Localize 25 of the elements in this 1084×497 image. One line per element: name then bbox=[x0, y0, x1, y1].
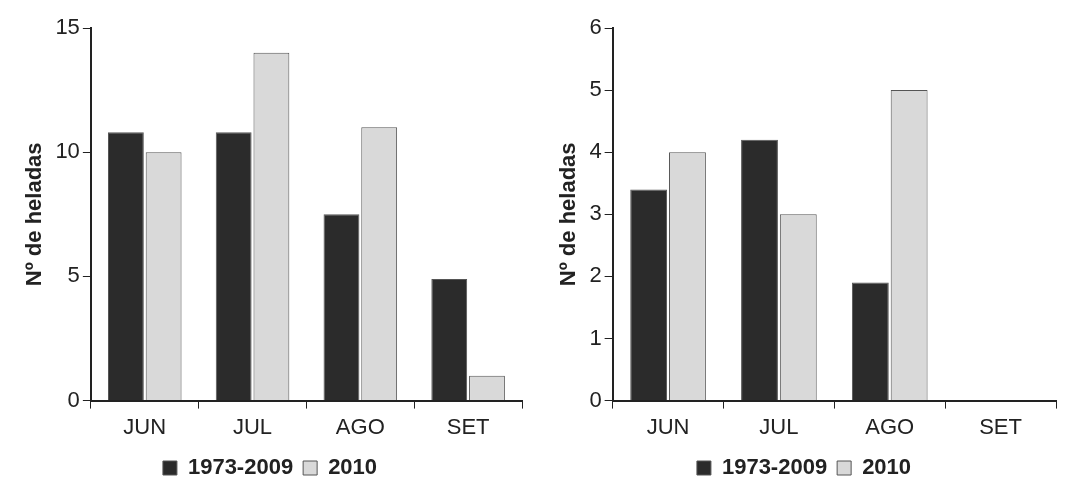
y-tick-label: 1 bbox=[589, 324, 602, 350]
legend-label: 2010 bbox=[862, 454, 912, 480]
y-axis-title: Nº de heladas bbox=[555, 142, 581, 287]
x-tick-label: JUN bbox=[123, 413, 167, 439]
y-tick-label: 4 bbox=[589, 138, 602, 164]
x-tick-label: AGO bbox=[335, 413, 385, 439]
y-tick-label: 0 bbox=[67, 386, 80, 412]
x-tick-label: JUN bbox=[646, 413, 690, 439]
x-tick-label: JUL bbox=[232, 413, 273, 439]
x-tick-label: SET bbox=[446, 413, 490, 439]
y-tick-label: 5 bbox=[589, 76, 602, 102]
y-tick-label: 10 bbox=[55, 138, 80, 164]
legend-label: 1973-2009 bbox=[187, 454, 294, 480]
y-tick-label: 2 bbox=[589, 262, 602, 288]
x-tick-label: JUL bbox=[759, 413, 799, 439]
y-tick-label: 5 bbox=[67, 262, 80, 288]
y-tick-label: 3 bbox=[589, 200, 602, 226]
y-tick-label: 0 bbox=[589, 386, 602, 412]
legend-label: 2010 bbox=[328, 454, 378, 480]
y-tick-label: 6 bbox=[589, 14, 602, 40]
x-tick-label: AGO bbox=[865, 413, 915, 439]
x-tick-label: SET bbox=[979, 413, 1022, 439]
legend-label: 1973-2009 bbox=[721, 454, 828, 480]
y-axis-title: Nº de heladas bbox=[21, 142, 47, 287]
y-tick-label: 15 bbox=[55, 14, 80, 40]
